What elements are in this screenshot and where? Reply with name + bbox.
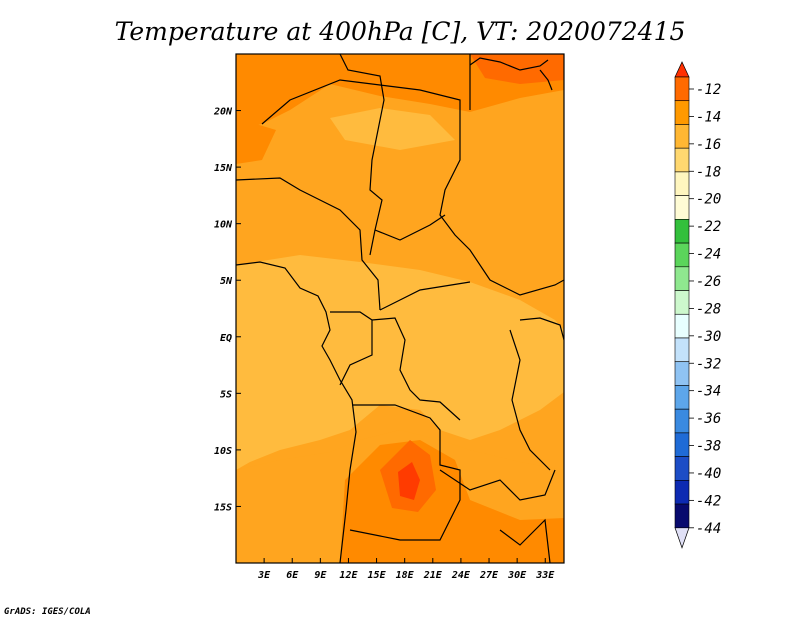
colorbar-swatch bbox=[674, 76, 690, 102]
y-tick-label: 5N bbox=[220, 276, 233, 287]
colorbar-label: -34 bbox=[696, 384, 721, 400]
border-car-drc bbox=[379, 281, 471, 311]
colorbar-label: -20 bbox=[696, 192, 721, 208]
colorbar-swatch bbox=[674, 219, 690, 244]
colorbar-swatch bbox=[674, 290, 690, 315]
x-tick-label: 6E bbox=[286, 570, 299, 581]
colorbar-swatch bbox=[674, 480, 690, 505]
lake-tanganyika-line bbox=[509, 329, 551, 471]
colorbar-label: -22 bbox=[696, 219, 721, 235]
x-axis: 3E 6E 9E 12E 15E 18E 21E 24E 27E 30E 33E bbox=[257, 558, 555, 581]
colorbar-swatch bbox=[674, 503, 690, 529]
x-tick-label: 30E bbox=[507, 570, 527, 581]
colorbar-swatch bbox=[674, 385, 690, 410]
country-borders bbox=[236, 54, 564, 563]
temperature-field bbox=[236, 54, 564, 563]
coast-red-sea bbox=[539, 69, 553, 91]
x-tick-label: 27E bbox=[479, 570, 499, 581]
colorbar-swatch bbox=[674, 337, 690, 363]
colorbar-swatch bbox=[674, 361, 690, 386]
colorbar-label: -42 bbox=[696, 493, 721, 509]
y-tick-label: 15S bbox=[214, 502, 232, 513]
colorbar: -12 -14 -16 -18 -20 -22 -24 -26 -28 -30 -32 -34 -36 -… bbox=[674, 61, 721, 549]
coastline-west bbox=[236, 261, 357, 563]
colorbar-label: -32 bbox=[696, 356, 721, 372]
colorbar-swatch bbox=[674, 147, 690, 173]
colorbar-label: -36 bbox=[696, 411, 721, 427]
border-niger-chad bbox=[339, 54, 385, 256]
field-cool-congo bbox=[236, 255, 564, 470]
colorbar-label: -18 bbox=[696, 164, 721, 180]
chart-title: Temperature at 400hPa [C], VT: 202007241… bbox=[115, 17, 686, 46]
credit-text: GrADS: IGES/COLA bbox=[4, 607, 91, 617]
y-tick-label: 15N bbox=[214, 163, 233, 174]
colorbar-swatch bbox=[674, 408, 690, 434]
border-chad-car bbox=[374, 214, 446, 241]
y-tick-label: 10S bbox=[214, 446, 232, 457]
colorbar-swatch bbox=[674, 124, 690, 149]
x-tick-label: 12E bbox=[339, 570, 358, 581]
border-nigeria bbox=[236, 177, 381, 311]
lake-victoria bbox=[519, 317, 564, 341]
map-frame bbox=[235, 53, 565, 564]
colorbar-swatch bbox=[674, 242, 690, 268]
colorbar-label: -40 bbox=[696, 466, 721, 482]
colorbar-swatch bbox=[674, 171, 690, 196]
colorbar-label: -26 bbox=[696, 274, 721, 290]
field-warm-northwest bbox=[236, 118, 276, 164]
y-axis: 20N 15N 10N 5N EQ 5S 10S 15S bbox=[213, 107, 241, 513]
colorbar-swatch bbox=[674, 456, 690, 481]
colorbar-bottom-triangle bbox=[674, 527, 690, 549]
x-tick-label: 21E bbox=[423, 570, 443, 581]
colorbar-label: -12 bbox=[696, 82, 721, 98]
y-tick-label: EQ bbox=[220, 333, 232, 344]
colorbar-label: -30 bbox=[696, 329, 721, 345]
colorbar-label: -16 bbox=[696, 137, 721, 153]
colorbar-swatch bbox=[674, 313, 690, 339]
x-tick-label: 24E bbox=[451, 570, 471, 581]
x-tick-label: 3E bbox=[257, 570, 271, 581]
border-zambia bbox=[439, 469, 556, 501]
colorbar-swatch bbox=[674, 195, 690, 220]
colorbar-label: -38 bbox=[696, 439, 721, 455]
x-tick-label: 18E bbox=[396, 570, 415, 581]
field-hot-angola-core bbox=[398, 462, 420, 500]
coast-mediterranean bbox=[469, 57, 549, 71]
colorbar-swatch bbox=[674, 432, 690, 457]
colorbar-swatch bbox=[674, 100, 690, 125]
x-tick-label: 15E bbox=[368, 570, 387, 581]
border-zimbabwe bbox=[499, 518, 551, 563]
x-tick-label: 33E bbox=[535, 570, 555, 581]
border-angola bbox=[349, 404, 461, 541]
border-gabon-congo bbox=[330, 311, 373, 386]
y-tick-label: 5S bbox=[220, 389, 232, 400]
colorbar-label: -14 bbox=[696, 109, 721, 125]
border-congo-drc bbox=[371, 317, 461, 421]
colorbar-swatch bbox=[674, 266, 690, 291]
colorbar-label: -24 bbox=[696, 247, 721, 263]
colorbar-label: -28 bbox=[696, 301, 721, 317]
y-tick-label: 20N bbox=[213, 107, 233, 118]
field-cool-sahel bbox=[330, 108, 455, 150]
y-tick-label: 10N bbox=[214, 220, 233, 231]
colorbar-label: -44 bbox=[696, 521, 721, 537]
border-sahel bbox=[261, 79, 564, 296]
x-tick-label: 9E bbox=[314, 570, 327, 581]
map-panel: 3E 6E 9E 12E 15E 18E 21E 24E 27E 30E 33E 20N 15N 10N… bbox=[213, 53, 565, 581]
colorbar-top-triangle bbox=[674, 61, 690, 78]
